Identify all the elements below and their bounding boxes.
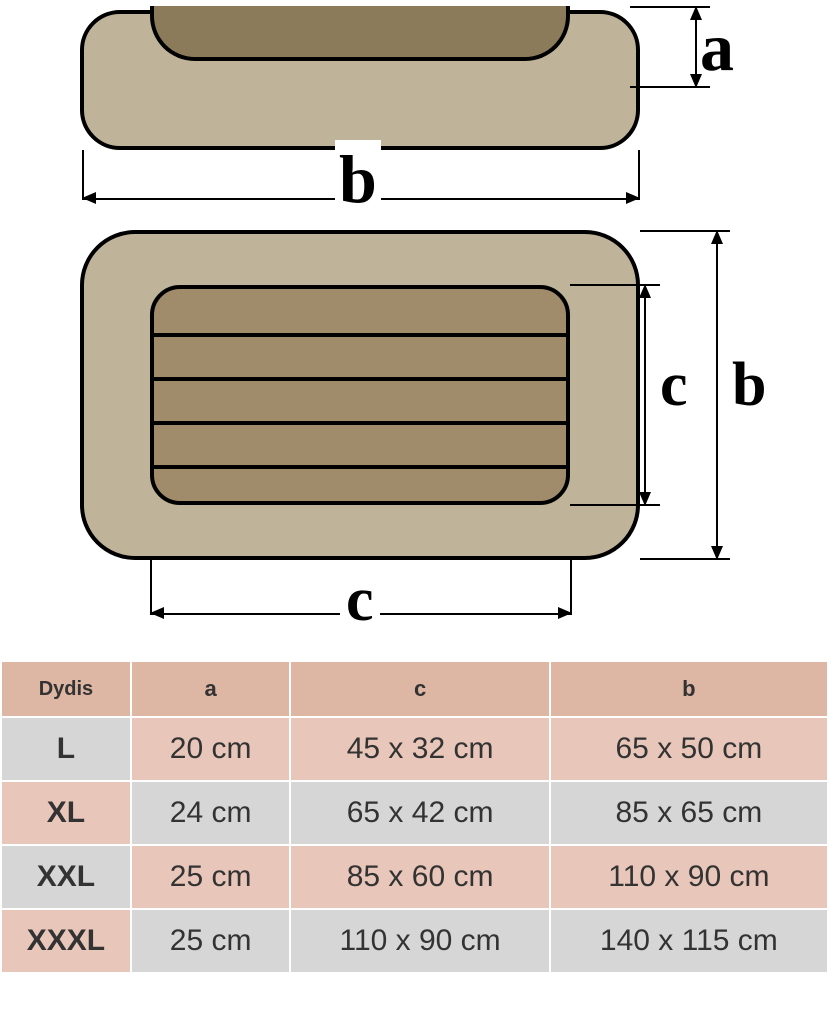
dim-b-right-label: b <box>732 350 766 421</box>
cell-size: XXXL <box>1 909 131 973</box>
cell-size: XXL <box>1 845 131 909</box>
top-view <box>80 230 640 560</box>
cell-c: 110 x 90 cm <box>290 909 549 973</box>
col-header-c: c <box>290 661 549 717</box>
cell-a: 20 cm <box>131 717 291 781</box>
dim-c-right-label: c <box>660 350 688 421</box>
arrow-up-icon <box>639 284 651 298</box>
arrow-down-icon <box>639 492 651 506</box>
cushion-stripe <box>154 421 566 425</box>
col-header-b: b <box>550 661 828 717</box>
arrow-right-icon <box>626 192 640 204</box>
dim-a-label: a <box>700 8 734 87</box>
cell-c: 45 x 32 cm <box>290 717 549 781</box>
cell-b: 140 x 115 cm <box>550 909 828 973</box>
dim-c-bot-label: c <box>340 565 380 636</box>
cell-b: 110 x 90 cm <box>550 845 828 909</box>
top-view-cushion <box>150 285 570 505</box>
dim-c-right-line <box>644 284 646 506</box>
arrow-up-icon <box>711 230 723 244</box>
dim-b-right-line <box>716 230 718 560</box>
cell-size: XL <box>1 781 131 845</box>
table-row: L20 cm45 x 32 cm65 x 50 cm <box>1 717 828 781</box>
col-header-size: Dydis <box>1 661 131 717</box>
table-row: XXXL25 cm110 x 90 cm140 x 115 cm <box>1 909 828 973</box>
side-view-cushion <box>150 6 570 61</box>
cell-a: 25 cm <box>131 909 291 973</box>
cell-size: L <box>1 717 131 781</box>
cell-c: 85 x 60 cm <box>290 845 549 909</box>
table-row: XL24 cm65 x 42 cm85 x 65 cm <box>1 781 828 845</box>
size-table: Dydisacb L20 cm45 x 32 cm65 x 50 cmXL24 … <box>0 660 829 974</box>
arrow-left-icon <box>82 192 96 204</box>
table-header: Dydisacb <box>1 661 828 717</box>
arrow-down-icon <box>711 546 723 560</box>
cushion-stripe <box>154 333 566 337</box>
cell-a: 24 cm <box>131 781 291 845</box>
cell-c: 65 x 42 cm <box>290 781 549 845</box>
arrow-left-icon <box>150 607 164 619</box>
table-row: XXL25 cm85 x 60 cm110 x 90 cm <box>1 845 828 909</box>
cell-a: 25 cm <box>131 845 291 909</box>
dim-b-top-label: b <box>335 140 381 219</box>
cell-b: 85 x 65 cm <box>550 781 828 845</box>
cushion-stripe <box>154 465 566 469</box>
arrow-right-icon <box>558 607 572 619</box>
col-header-a: a <box>131 661 291 717</box>
cell-b: 65 x 50 cm <box>550 717 828 781</box>
side-view <box>80 10 640 150</box>
cushion-stripe <box>154 377 566 381</box>
size-diagram: a b c b c <box>0 0 829 660</box>
